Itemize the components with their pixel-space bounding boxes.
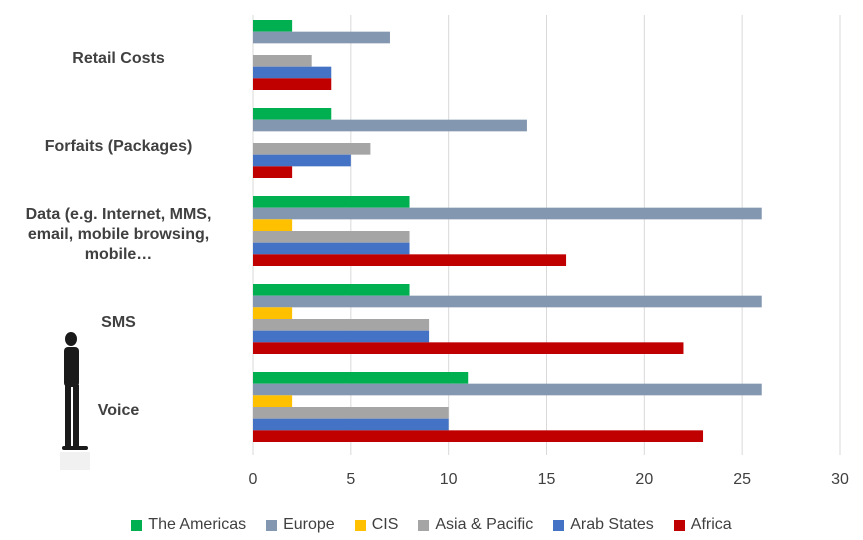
person-silhouette xyxy=(60,332,90,470)
legend-swatch xyxy=(673,519,685,531)
x-tick-label: 0 xyxy=(249,471,258,488)
bar xyxy=(253,20,293,32)
bar xyxy=(253,196,410,208)
x-tick-label: 20 xyxy=(635,471,653,488)
x-tick-label: 5 xyxy=(346,471,355,488)
x-tick-label: 10 xyxy=(440,471,458,488)
x-tick-label: 15 xyxy=(538,471,556,488)
category-label: Forfaits (Packages) xyxy=(44,138,193,155)
legend-label: Europe xyxy=(283,516,335,533)
category-label: SMS xyxy=(101,314,136,331)
legend-item: Asia & Pacific xyxy=(418,516,533,534)
legend-item: Africa xyxy=(673,516,732,534)
legend-swatch xyxy=(266,519,278,531)
bar xyxy=(253,407,449,419)
bar xyxy=(253,231,410,243)
bar xyxy=(253,383,762,396)
bar xyxy=(253,330,430,343)
x-tick-label: 30 xyxy=(831,471,849,488)
bar xyxy=(253,166,293,178)
bar xyxy=(253,242,410,255)
legend-swatch xyxy=(354,519,366,531)
bar xyxy=(253,219,293,231)
bar xyxy=(253,319,430,331)
bar xyxy=(253,254,567,266)
legend: The Americas Europe CIS Asia & Pacific Arab … xyxy=(0,516,863,534)
legend-label: Arab States xyxy=(570,516,654,533)
legend-label: CIS xyxy=(371,516,399,533)
bar xyxy=(253,207,762,220)
category-label: Voice xyxy=(97,402,140,419)
bar xyxy=(253,342,684,354)
bar xyxy=(253,108,332,120)
category-label: Retail Costs xyxy=(72,50,165,67)
bar xyxy=(253,31,390,44)
bar xyxy=(253,55,312,67)
bar xyxy=(253,430,704,442)
bar xyxy=(253,307,293,319)
bar xyxy=(253,395,293,407)
legend-item: The Americas xyxy=(131,516,246,534)
legend-swatch xyxy=(131,519,143,531)
legend-label: The Americas xyxy=(148,516,247,533)
legend-item: CIS xyxy=(354,516,399,534)
bar xyxy=(253,295,762,308)
bar xyxy=(253,372,469,384)
bar xyxy=(253,143,371,155)
x-tick-label: 25 xyxy=(733,471,751,488)
bar xyxy=(253,66,332,79)
category-label: Data (e.g. Internet, MMS, email, mobile … xyxy=(25,206,212,263)
legend-swatch xyxy=(553,519,565,531)
bar xyxy=(253,78,332,90)
legend-item: Europe xyxy=(266,516,335,534)
bar xyxy=(253,119,527,132)
bar xyxy=(253,284,410,296)
bar xyxy=(253,154,351,167)
legend-swatch xyxy=(418,519,430,531)
legend-label: Asia & Pacific xyxy=(435,516,534,533)
bar xyxy=(253,418,449,431)
legend-label: Africa xyxy=(690,516,732,533)
legend-item: Arab States xyxy=(553,516,654,534)
